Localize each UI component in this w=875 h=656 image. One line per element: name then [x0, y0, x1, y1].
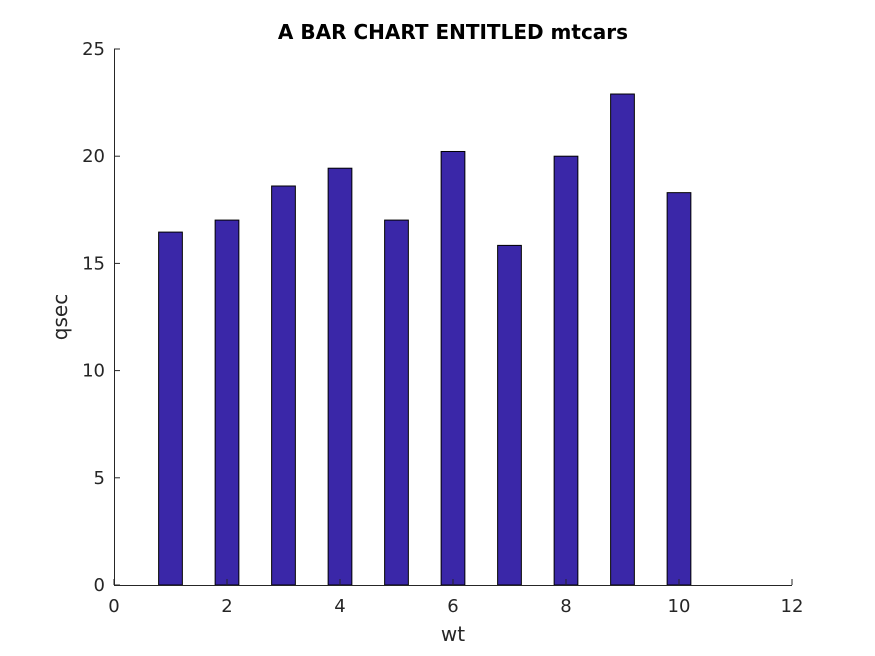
y-tick-label: 25: [82, 39, 105, 60]
x-tick-label: 12: [781, 596, 804, 617]
x-tick-label: 8: [560, 596, 571, 617]
x-tick-label: 2: [221, 596, 232, 617]
x-tick-label: 4: [334, 596, 345, 617]
x-tick-label: 0: [108, 596, 119, 617]
x-ticks-group: 0 2 4 6 8 10 12: [108, 579, 803, 617]
x-tick-label: 10: [668, 596, 691, 617]
y-tick-label: 5: [94, 468, 105, 489]
bar-6: [440, 150, 466, 586]
y-tick-label: 10: [82, 361, 105, 382]
bar-5: [384, 219, 409, 586]
bar-9: [610, 93, 635, 586]
chart-title: A BAR CHART ENTITLED mtcars: [278, 20, 628, 44]
bar-10: [666, 192, 692, 586]
bars-group: [158, 93, 692, 586]
y-ticks-group: 0 5 10 15 20 25: [82, 39, 120, 596]
bar-3: [271, 185, 296, 586]
bar-7: [497, 244, 522, 586]
y-tick-label: 20: [82, 146, 105, 167]
bar-1: [158, 231, 183, 586]
bar-8: [553, 155, 579, 586]
x-axis-label: wt: [441, 622, 465, 646]
bar-4: [327, 167, 353, 586]
y-tick-label: 15: [82, 253, 105, 274]
y-axis-label: qsec: [48, 294, 72, 340]
y-tick-label: 0: [94, 575, 105, 596]
bar-2: [214, 219, 240, 586]
x-tick-label: 6: [447, 596, 458, 617]
